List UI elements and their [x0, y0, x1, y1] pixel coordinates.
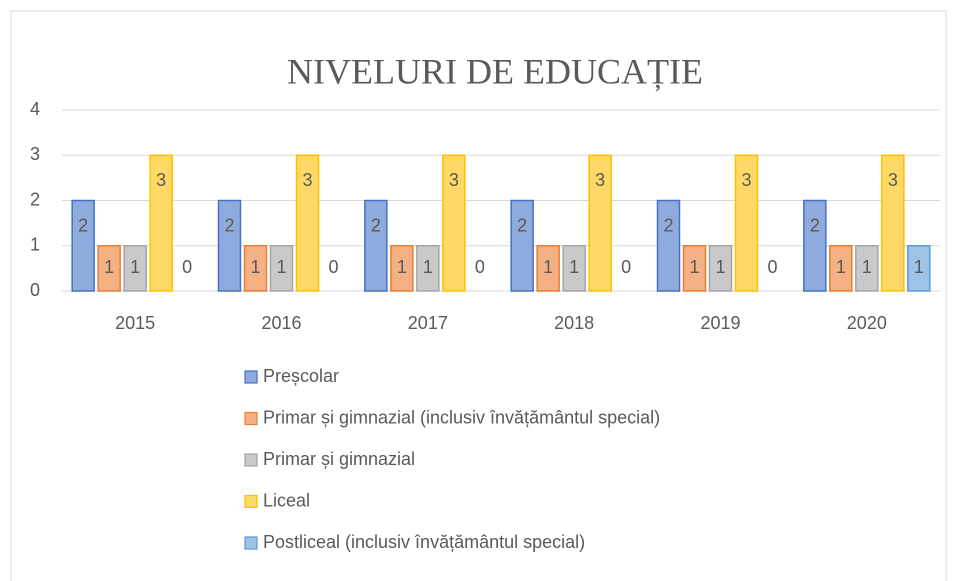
- bar: [829, 245, 853, 292]
- bar: [588, 154, 612, 292]
- bar: [97, 245, 121, 292]
- legend-label: Postliceal (inclusiv învățământul specia…: [263, 532, 585, 552]
- bar: [217, 199, 242, 292]
- y-tick-label: 0: [30, 280, 40, 300]
- data-label: 3: [595, 170, 605, 190]
- legend-label: Preșcolar: [263, 366, 339, 386]
- data-label: 3: [449, 170, 459, 190]
- bar: [562, 245, 586, 292]
- data-label: 1: [569, 257, 579, 277]
- data-label: 1: [130, 257, 140, 277]
- bar: [269, 245, 294, 292]
- data-label: 0: [328, 257, 338, 277]
- y-tick-label: 3: [30, 144, 40, 164]
- y-tick-label: 4: [30, 99, 40, 119]
- data-label: 1: [836, 257, 846, 277]
- bar: [149, 154, 173, 292]
- bar: [881, 154, 905, 292]
- data-label: 0: [475, 257, 485, 277]
- bar: [656, 199, 681, 292]
- data-label: 1: [276, 257, 286, 277]
- data-label: 2: [663, 215, 673, 235]
- y-tick-label: 2: [30, 189, 40, 209]
- data-label: 1: [715, 257, 725, 277]
- legend-marker: [244, 370, 258, 384]
- data-label: 0: [182, 257, 192, 277]
- bar: [390, 245, 414, 292]
- data-label: 1: [862, 257, 872, 277]
- bar: [243, 245, 268, 292]
- x-tick-label: 2020: [847, 313, 887, 333]
- data-label: 2: [810, 215, 820, 235]
- bar: [123, 245, 147, 292]
- bar: [536, 245, 560, 292]
- data-label: 1: [397, 257, 407, 277]
- data-label: 1: [104, 257, 114, 277]
- data-label: 0: [621, 257, 631, 277]
- data-label: 1: [423, 257, 433, 277]
- bar: [803, 199, 827, 292]
- bar: [442, 154, 466, 292]
- data-label: 3: [156, 170, 166, 190]
- x-tick-label: 2018: [554, 313, 594, 333]
- data-label: 0: [767, 257, 777, 277]
- x-tick-label: 2019: [700, 313, 740, 333]
- data-label: 2: [517, 215, 527, 235]
- x-tick-label: 2015: [115, 313, 155, 333]
- x-tick-label: 2017: [408, 313, 448, 333]
- data-label: 1: [250, 257, 260, 277]
- legend-marker: [244, 536, 258, 550]
- bar: [855, 245, 879, 292]
- chart-title: NIVELURI DE EDUCAȚIE: [287, 51, 703, 91]
- legend-label: Liceal: [263, 490, 310, 510]
- legend-marker: [244, 494, 258, 509]
- data-label: 2: [224, 215, 234, 235]
- data-label: 3: [741, 170, 751, 190]
- legend-marker: [244, 411, 258, 426]
- bar: [510, 199, 534, 292]
- x-tick-label: 2016: [261, 313, 301, 333]
- chart-border: [10, 10, 947, 581]
- bar: [364, 199, 388, 292]
- bar: [907, 245, 931, 292]
- data-label: 1: [689, 257, 699, 277]
- data-label: 1: [543, 257, 553, 277]
- data-label: 3: [302, 170, 312, 190]
- legend-marker: [244, 453, 258, 467]
- legend-label: Primar și gimnazial (inclusiv învățământ…: [263, 407, 660, 427]
- data-label: 3: [888, 170, 898, 190]
- data-label: 2: [78, 215, 88, 235]
- bar: [71, 199, 95, 292]
- data-label: 1: [914, 257, 924, 277]
- bar: [295, 154, 320, 292]
- y-tick-label: 1: [30, 235, 40, 255]
- bar: [734, 154, 759, 292]
- bar: [416, 245, 440, 292]
- bar: [682, 245, 707, 292]
- data-label: 2: [371, 215, 381, 235]
- legend-label: Primar și gimnazial: [263, 449, 415, 469]
- bar: [708, 245, 733, 292]
